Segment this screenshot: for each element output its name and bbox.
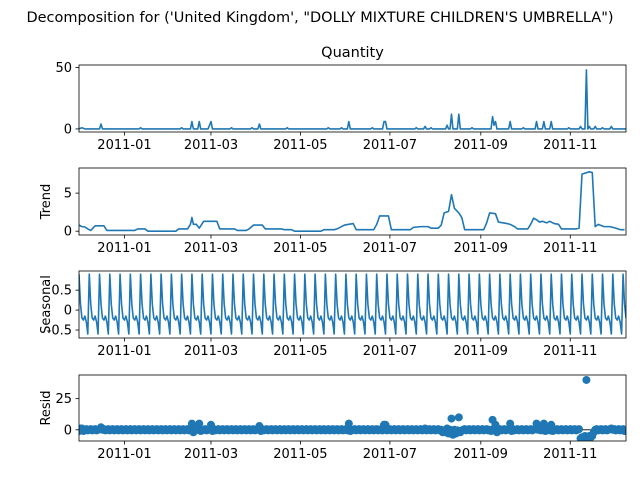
y-axis-label: Seasonal — [39, 275, 54, 334]
x-tick-label: 2011-11 — [543, 344, 597, 359]
plot-area — [79, 375, 626, 441]
resid-point — [187, 419, 196, 428]
resid-point — [195, 419, 204, 428]
y-tick-label: 0 — [64, 122, 72, 137]
series-line — [79, 69, 626, 130]
series-line — [79, 273, 626, 335]
y-tick-label: 0.5 — [51, 284, 72, 299]
x-tick-label: 2011-01 — [97, 447, 151, 462]
x-tick-label: 2011-01 — [97, 344, 151, 359]
x-tick-label: 2011-11 — [543, 241, 597, 256]
x-tick-label: 2011-01 — [97, 241, 151, 256]
resid-point — [582, 375, 591, 384]
resid-point — [622, 427, 626, 436]
x-tick-label: 2011-11 — [543, 138, 597, 153]
x-tick-label: 2011-05 — [273, 138, 327, 153]
y-tick-label: 50 — [55, 61, 72, 76]
x-tick-label: 2011-11 — [543, 447, 597, 462]
x-tick-label: 2011-05 — [273, 447, 327, 462]
x-tick-label: 2011-05 — [273, 344, 327, 359]
resid-point — [454, 413, 463, 422]
y-axis-label: Resid — [39, 390, 54, 425]
panel-4: 2011-01 2011-03 2011-05 2011-07 2011-09 2011-… — [39, 374, 627, 462]
x-tick-label: 2011-03 — [184, 447, 238, 462]
axes-frame — [78, 167, 627, 236]
y-tick-label: 25 — [55, 392, 72, 407]
panel-title: Quantity — [321, 45, 384, 61]
resid-point — [539, 419, 548, 428]
x-tick-label: 2011-07 — [363, 447, 417, 462]
panel-3: 2011-01 2011-03 2011-05 2011-07 2011-09 2011-… — [39, 270, 627, 359]
series-line — [79, 171, 625, 232]
resid-point — [447, 414, 456, 423]
x-tick-label: 2011-03 — [184, 344, 238, 359]
plot-area — [79, 69, 626, 130]
y-tick-label: 0 — [64, 423, 72, 438]
resid-point — [344, 419, 353, 428]
axes-frame — [78, 374, 627, 442]
axes-frame — [78, 270, 627, 339]
panel-1: 2011-01 2011-03 2011-05 2011-07 2011-09 2011-… — [55, 45, 627, 153]
y-tick-label: 0 — [64, 304, 72, 319]
y-tick-label: 5 — [64, 187, 72, 202]
x-tick-label: 2011-03 — [184, 241, 238, 256]
panel-2: 2011-01 2011-03 2011-05 2011-07 2011-09 2011-… — [39, 167, 627, 256]
y-axis-label: Trend — [39, 184, 54, 221]
axes-frame — [78, 64, 627, 133]
x-tick-label: 2011-05 — [273, 241, 327, 256]
x-tick-label: 2011-07 — [363, 138, 417, 153]
x-tick-label: 2011-07 — [363, 241, 417, 256]
y-tick-label: 0 — [64, 225, 72, 240]
x-tick-label: 2011-01 — [97, 138, 151, 153]
resid-point — [575, 425, 584, 434]
x-tick-label: 2011-09 — [454, 344, 508, 359]
plot-area — [79, 273, 626, 335]
x-tick-label: 2011-03 — [184, 138, 238, 153]
figure-suptitle: Decomposition for ('United Kingdom', "DO… — [26, 10, 613, 26]
chart-panels: 2011-01 2011-03 2011-05 2011-07 2011-09 2011-… — [39, 45, 627, 462]
x-tick-label: 2011-09 — [454, 241, 508, 256]
plot-area — [79, 171, 625, 232]
x-tick-label: 2011-07 — [363, 344, 417, 359]
x-tick-label: 2011-09 — [454, 138, 508, 153]
y-tick-label: -0.5 — [47, 324, 72, 339]
x-tick-label: 2011-09 — [454, 447, 508, 462]
